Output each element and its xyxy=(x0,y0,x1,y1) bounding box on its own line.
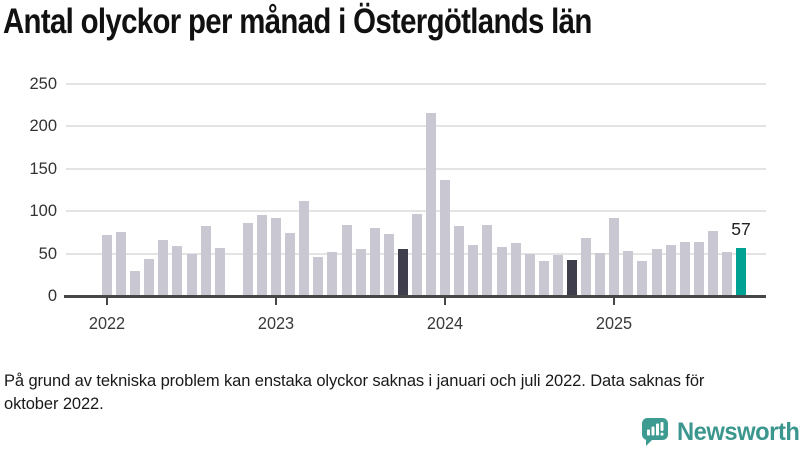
bar xyxy=(327,251,338,296)
bar xyxy=(623,251,634,296)
bar xyxy=(102,234,112,296)
footnote: På grund av tekniska problem kan enstaka… xyxy=(4,372,705,414)
gridline xyxy=(66,125,766,128)
bar xyxy=(158,240,169,296)
bar xyxy=(693,241,704,296)
bar xyxy=(242,223,253,296)
bar xyxy=(214,247,225,296)
bar xyxy=(581,237,591,296)
bar xyxy=(651,248,662,296)
y-tick-label: 100 xyxy=(29,202,57,221)
bar xyxy=(200,225,211,296)
axis-tick xyxy=(444,298,447,305)
bar xyxy=(496,246,507,296)
bar xyxy=(665,245,676,296)
bar xyxy=(313,257,324,296)
axis-tick xyxy=(275,298,278,305)
bar xyxy=(412,213,422,296)
gridline xyxy=(66,210,766,213)
bar xyxy=(383,234,394,296)
bar xyxy=(510,243,521,296)
bar xyxy=(454,225,465,296)
bar xyxy=(172,246,183,296)
bar xyxy=(707,230,718,296)
bar xyxy=(736,247,746,296)
y-tick-label: 0 xyxy=(47,287,57,305)
axis-tick xyxy=(106,298,108,305)
y-tick-label: 50 xyxy=(38,244,57,263)
newsworthy-wordmark: Newsworthy xyxy=(677,417,800,446)
bar xyxy=(186,253,197,296)
axis-tick xyxy=(613,298,616,305)
y-tick-label: 150 xyxy=(29,159,57,178)
bar xyxy=(721,251,732,296)
bar xyxy=(609,218,620,296)
y-tick-label: 250 xyxy=(29,75,57,93)
x-tick-label: 2024 xyxy=(426,313,464,333)
bar xyxy=(468,245,479,296)
bar xyxy=(679,241,690,296)
bar-chart-speech-bubble-icon xyxy=(642,418,668,446)
bar xyxy=(440,179,451,296)
bar xyxy=(257,215,267,296)
bar xyxy=(130,271,141,296)
bar xyxy=(369,228,380,296)
bar xyxy=(299,201,310,296)
bar xyxy=(144,258,155,296)
bar xyxy=(538,261,549,296)
bar xyxy=(595,252,606,296)
newsworthy-logo: Newsworthy xyxy=(639,416,800,448)
bar xyxy=(116,231,127,296)
bar xyxy=(397,249,408,296)
bar xyxy=(552,255,563,296)
bar xyxy=(285,233,296,296)
bar xyxy=(566,260,577,296)
value-label: 57 xyxy=(731,218,751,239)
bar xyxy=(341,224,352,296)
x-axis-line xyxy=(64,295,766,298)
bar xyxy=(271,218,282,296)
bar xyxy=(355,248,366,296)
gridline xyxy=(66,167,766,170)
bar xyxy=(637,261,648,296)
x-tick-label: 2025 xyxy=(596,313,633,333)
x-tick-label: 2023 xyxy=(257,313,295,333)
bar xyxy=(524,253,535,296)
bar xyxy=(426,112,436,296)
chart-title: Antal olyckor per månad i Östergötlands … xyxy=(3,2,592,41)
y-tick-label: 200 xyxy=(29,117,57,136)
x-tick-label: 2022 xyxy=(88,313,126,333)
bar xyxy=(482,224,493,296)
gridline xyxy=(66,83,766,85)
